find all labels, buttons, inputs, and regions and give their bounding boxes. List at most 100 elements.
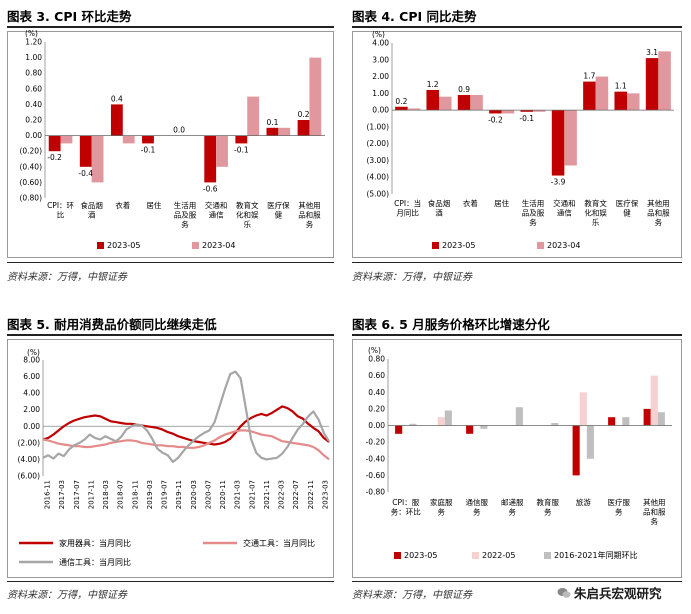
series-line — [42, 429, 330, 461]
category-label: 其他用品和服务 — [647, 198, 670, 227]
data-label: 0.2 — [298, 110, 310, 119]
x-tick-label: 2018-03 — [102, 480, 110, 509]
bar-2023-05 — [110, 104, 123, 136]
data-label: -0.2 — [47, 153, 62, 162]
y-tick-label: 8.00 — [23, 356, 40, 365]
bar-2016-2021年同期环比 — [515, 407, 523, 426]
bar-2023-05 — [426, 89, 439, 111]
bar-2016-2021年同期环比 — [480, 425, 488, 429]
bar-2016-2021年同期环比 — [551, 423, 559, 426]
bar-2023-05 — [466, 425, 474, 434]
category-label: 生活用品及服务 — [174, 200, 197, 229]
bar-2016-2021年同期环比 — [622, 417, 630, 426]
series-line — [42, 405, 330, 446]
y-tick-label: (0.80) — [19, 194, 42, 203]
data-label: 0.4 — [111, 94, 123, 103]
chart-title: 图表 5. 耐用消费品价额同比继续走低 — [7, 317, 217, 332]
y-tick-label: (3.00) — [366, 156, 389, 165]
source-note: 资料来源：万得，中银证券 — [7, 590, 127, 601]
bar-2023-05 — [142, 135, 154, 144]
y-tick-label: 0.20 — [25, 116, 42, 125]
y-tick-label: (0.60) — [19, 178, 42, 187]
category-label: 其他用品和服务 — [298, 200, 321, 229]
y-tick-label: 1.20 — [25, 38, 42, 47]
x-tick-label: 2023-03 — [322, 480, 330, 509]
x-tick-label: 2018-07 — [117, 480, 125, 509]
category-label: 旅游 — [576, 497, 591, 507]
category-label: 邮递服务 — [501, 497, 524, 517]
x-tick-label: 2022-03 — [278, 480, 286, 509]
y-tick-label: -0.80 — [366, 488, 386, 497]
data-label: 0.0 — [173, 126, 185, 135]
x-tick-label: 2020-03 — [190, 480, 198, 509]
y-tick-label: 0.80 — [368, 355, 385, 364]
category-label: 教育服务 — [537, 497, 560, 517]
category-label: 食品烟酒 — [80, 200, 103, 220]
bar-2023-05 — [520, 110, 533, 112]
source-rule — [7, 581, 334, 582]
watermark: 朱启兵宏观研究 — [555, 582, 664, 603]
data-label: -0.4 — [78, 169, 93, 178]
data-label: 3.1 — [646, 48, 658, 57]
title-rule — [352, 26, 682, 28]
bar-2023-05 — [645, 58, 659, 111]
bar-2023-05 — [266, 127, 279, 136]
category-label: 医疗服务 — [608, 497, 631, 517]
category-label: 食品烟酒 — [428, 198, 451, 218]
data-label: 1.1 — [615, 82, 627, 91]
x-tick-label: 2016-11 — [44, 480, 52, 509]
x-tick-label: 2017-07 — [73, 480, 81, 509]
y-tick-label: 0.20 — [368, 404, 385, 413]
category-label: 衣着 — [115, 200, 130, 210]
legend-label: 2023-05 — [107, 241, 140, 250]
bar-2023-05 — [395, 425, 403, 434]
title-rule — [7, 334, 334, 336]
legend-swatch — [394, 552, 401, 559]
bar-2023-05 — [643, 408, 651, 426]
chart-title: 图表 6. 5 月服务价格环比增速分化 — [352, 317, 550, 332]
data-label: 1.7 — [583, 72, 595, 81]
source-rule — [352, 581, 682, 582]
bar-2023-05 — [583, 81, 596, 111]
y-tick-label: (2.00) — [17, 438, 40, 447]
wechat-icon — [557, 588, 571, 598]
x-tick-label: 2021-03 — [234, 480, 242, 509]
legend-label: 通信工具：当月同比 — [59, 557, 131, 567]
bar-2023-04 — [658, 51, 671, 111]
x-tick-label: 2019-11 — [175, 480, 183, 509]
bar-2023-04 — [407, 108, 421, 111]
category-label: CPI：服务：环比 — [391, 498, 421, 517]
chart-frame — [352, 31, 682, 258]
bar-2023-05 — [48, 135, 61, 152]
data-label: -0.1 — [234, 145, 249, 154]
y-tick-label: (4.00) — [366, 173, 389, 182]
unit-label: (%) — [368, 346, 381, 355]
x-tick-label: 2019-07 — [161, 480, 169, 509]
bar-2023-04 — [216, 135, 228, 167]
bar-chart: (%) -0.80 -0.60 -0.40 -0.20 0.00 0.20 0.40 0.60 0… — [366, 346, 672, 560]
title-rule — [7, 26, 334, 28]
data-label: 0.1 — [266, 118, 278, 127]
legend-label: 2022-05 — [482, 551, 515, 560]
y-tick-label: (0.20) — [19, 147, 42, 156]
unit-label: (%) — [372, 30, 385, 39]
bar-chart: (%) (5.00) (4.00) (3.00) (2.00) (1.00) 0.00 1.0… — [366, 30, 674, 250]
category-label: 家庭服务 — [430, 497, 453, 517]
bar-2023-04 — [470, 95, 483, 111]
line-chart: (%) (6.00) (4.00) (2.00) 0.00 2.00 4.00 6.00 8.0… — [17, 348, 330, 567]
source-note: 资料来源：万得，中银证券 — [7, 272, 127, 283]
panel-cpi-yoy: 图表 4. CPI 同比走势 (%) (5.00) (4.00) (3.00) (2.0… — [352, 6, 682, 286]
y-tick-label: 1.00 — [25, 53, 42, 62]
bar-2023-05 — [614, 91, 627, 111]
category-label: 医疗保健 — [267, 200, 290, 220]
y-tick-label: 0.00 — [23, 422, 40, 431]
data-label: -0.6 — [203, 184, 218, 193]
panel-durables: 图表 5. 耐用消费品价额同比继续走低 (%) (6.00) (4.00) (2.00… — [7, 314, 334, 606]
category-label: 通信服务 — [466, 497, 489, 517]
legend-swatch — [192, 242, 199, 249]
legend-label: 2016-2021年同期环比 — [554, 550, 638, 560]
x-tick-label: 2019-03 — [146, 480, 154, 509]
chart-frame — [352, 339, 682, 578]
y-tick-label: 6.00 — [23, 372, 40, 381]
bar-2023-04 — [122, 135, 135, 144]
